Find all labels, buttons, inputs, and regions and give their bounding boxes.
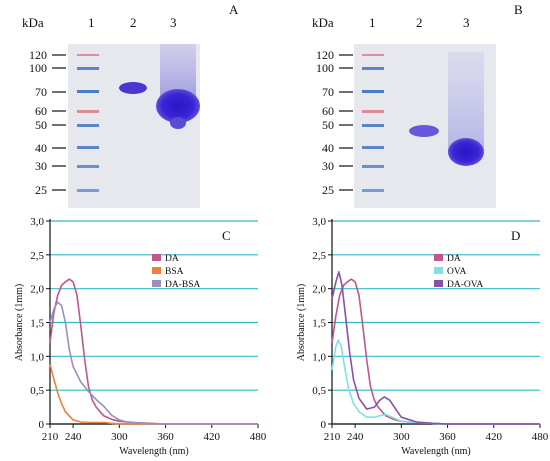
legend-label-da: DA	[165, 254, 179, 264]
legend-swatch-ova	[434, 267, 443, 274]
gel-b-lane-label-1: 1	[369, 15, 376, 30]
legend-label-da: DA	[447, 254, 461, 264]
x-tick-label: 210	[324, 431, 341, 443]
gel-a-lane-3-tail	[170, 117, 186, 129]
legend-swatch-da	[152, 254, 161, 261]
gel-a-ladder	[77, 54, 99, 192]
x-tick-label: 210	[42, 431, 59, 443]
gel-panel-a: kDa 1 2 3 A 120 1	[22, 2, 239, 208]
gel-a-lane-label-2: 2	[130, 15, 137, 30]
chart-d: 0 0,5 1,0 1,5 2,0 2,5 3,0 210 240 300 360 420 480 Wav…	[296, 216, 549, 457]
gel-b-lane-3-band	[448, 138, 484, 166]
legend-swatch-da	[434, 254, 443, 261]
gel-b-marker-120: 120	[316, 48, 334, 62]
gel-a-marker-120: 120	[29, 48, 47, 62]
y-tick-label: 3,0	[312, 216, 326, 228]
y-tick-label: 2,5	[30, 250, 44, 262]
gel-panel-b: kDa 1 2 3 B 120 100	[312, 2, 523, 208]
y-tick-label: 3,0	[30, 216, 44, 228]
y-tick-label: 0,5	[312, 385, 326, 397]
legend-swatch-bsa	[152, 267, 161, 274]
x-tick-label: 480	[250, 431, 267, 443]
gel-a-lane-label-1: 1	[88, 15, 95, 30]
x-tick-label: 300	[393, 431, 410, 443]
gel-a-marker-30: 30	[35, 159, 47, 173]
series-line-da-bsa	[49, 301, 258, 425]
y-tick-label: 1,0	[312, 351, 326, 363]
gel-a-lane-2-band	[119, 82, 147, 94]
gel-a-panel-label: A	[229, 2, 239, 17]
gel-a-marker-100: 100	[29, 61, 47, 75]
gel-b-marker-60: 60	[322, 104, 334, 118]
y-tick-label: 2,0	[30, 284, 44, 296]
series-line-bsa	[49, 364, 258, 425]
gel-b-unit: kDa	[312, 15, 334, 30]
y-tick-label: 1,5	[312, 318, 326, 330]
gel-a-unit: kDa	[22, 15, 44, 30]
y-tick-label: 0,5	[30, 385, 44, 397]
legend-label-da-bsa: DA-BSA	[165, 280, 201, 290]
legend-label-da-ova: DA-OVA	[447, 280, 483, 290]
chart-c: 0 0,5 1,0 1,5 2,0 2,5 3,0 210 240 300 360 420 480 Wav…	[14, 216, 267, 457]
y-tick-label: 1,5	[30, 318, 44, 330]
chart-panel-label: C	[222, 228, 231, 243]
gel-b-lane-label-3: 3	[463, 15, 470, 30]
x-tick-label: 300	[111, 431, 128, 443]
gel-b-marker-50: 50	[322, 118, 334, 132]
gel-a-lane-3-band	[156, 89, 200, 123]
x-tick-label: 420	[204, 431, 221, 443]
legend-label-ova: OVA	[447, 267, 466, 277]
gel-b-lane-3-smear	[448, 52, 484, 152]
x-tick-label: 480	[532, 431, 549, 443]
gel-b-marker-25: 25	[322, 183, 334, 197]
gel-a-marker-25: 25	[35, 183, 47, 197]
chart-panel-label: D	[511, 228, 520, 243]
gel-a-marker-ticks	[52, 54, 66, 191]
gel-b-lane-2-band	[409, 125, 439, 137]
series-line-da-ova	[331, 271, 540, 425]
x-tick-label: 240	[65, 431, 82, 443]
legend-swatch-da-bsa	[152, 280, 161, 287]
x-axis-title: Wavelength (nm)	[401, 446, 470, 457]
gel-b-panel-label: B	[514, 2, 523, 17]
y-tick-label: 2,5	[312, 250, 326, 262]
y-tick-label: 1,0	[30, 351, 44, 363]
x-axis-title: Wavelength (nm)	[119, 446, 188, 457]
y-tick-label: 2,0	[312, 284, 326, 296]
gel-b-ladder	[362, 54, 384, 192]
x-tick-label: 360	[439, 431, 456, 443]
x-tick-label: 360	[157, 431, 174, 443]
gel-a-marker-70: 70	[35, 85, 47, 99]
series-line-da	[49, 278, 258, 425]
gel-a-marker-40: 40	[35, 141, 47, 155]
gel-b-marker-40: 40	[322, 141, 334, 155]
gel-b-marker-100: 100	[316, 61, 334, 75]
series-line-da	[331, 278, 540, 425]
gel-b-marker-30: 30	[322, 159, 334, 173]
y-axis-title: Absorbance (1mm)	[14, 284, 25, 361]
gel-b-lane-label-2: 2	[416, 15, 423, 30]
gel-a-marker-50: 50	[35, 118, 47, 132]
x-tick-label: 240	[347, 431, 364, 443]
y-axis-title: Absorbance (1mm)	[296, 284, 307, 361]
gel-a-marker-60: 60	[35, 104, 47, 118]
y-tick-label: 0	[321, 419, 327, 431]
gel-b-marker-70: 70	[322, 85, 334, 99]
gel-b-marker-ticks	[339, 54, 353, 191]
legend-label-bsa: BSA	[165, 267, 184, 277]
x-tick-label: 420	[486, 431, 503, 443]
gel-a-lane-label-3: 3	[170, 15, 177, 30]
legend-swatch-da-ova	[434, 280, 443, 287]
series-line-ova	[331, 339, 540, 425]
y-tick-label: 0	[39, 419, 45, 431]
